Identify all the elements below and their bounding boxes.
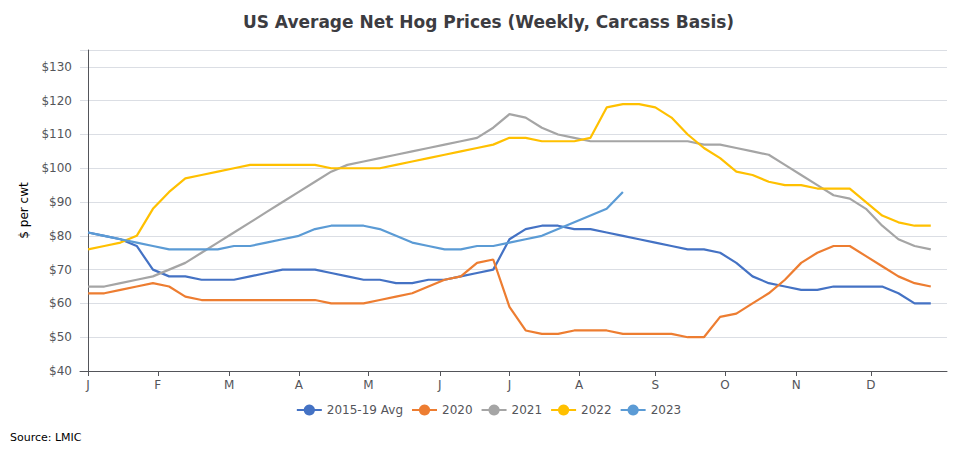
svg-text:$80: $80 — [49, 229, 72, 243]
svg-text:J: J — [85, 378, 90, 392]
svg-text:2015-19 Avg: 2015-19 Avg — [327, 403, 403, 417]
svg-text:$50: $50 — [49, 330, 72, 344]
svg-text:2022: 2022 — [581, 403, 612, 417]
svg-text:A: A — [295, 378, 304, 392]
svg-text:M: M — [224, 378, 234, 392]
svg-text:$60: $60 — [49, 296, 72, 310]
svg-text:M: M — [363, 378, 373, 392]
svg-text:A: A — [575, 378, 584, 392]
svg-text:$70: $70 — [49, 263, 72, 277]
svg-text:$120: $120 — [41, 94, 72, 108]
svg-text:2021: 2021 — [512, 403, 543, 417]
svg-text:2023: 2023 — [651, 403, 682, 417]
svg-text:$110: $110 — [41, 127, 72, 141]
svg-text:S: S — [651, 378, 659, 392]
svg-text:J: J — [507, 378, 512, 392]
svg-text:N: N — [792, 378, 801, 392]
svg-text:$40: $40 — [49, 364, 72, 378]
svg-text:US Average Net Hog Prices (Wee: US Average Net Hog Prices (Weekly, Carca… — [243, 12, 734, 32]
svg-text:Source: LMIC: Source: LMIC — [10, 431, 82, 444]
svg-text:$ per cwt: $ per cwt — [17, 182, 31, 239]
svg-text:J: J — [437, 378, 442, 392]
svg-text:$90: $90 — [49, 195, 72, 209]
svg-text:2020: 2020 — [442, 403, 473, 417]
svg-text:$100: $100 — [41, 161, 72, 175]
svg-text:$130: $130 — [41, 60, 72, 74]
svg-text:D: D — [866, 378, 875, 392]
svg-text:O: O — [720, 378, 729, 392]
svg-text:F: F — [154, 378, 161, 392]
